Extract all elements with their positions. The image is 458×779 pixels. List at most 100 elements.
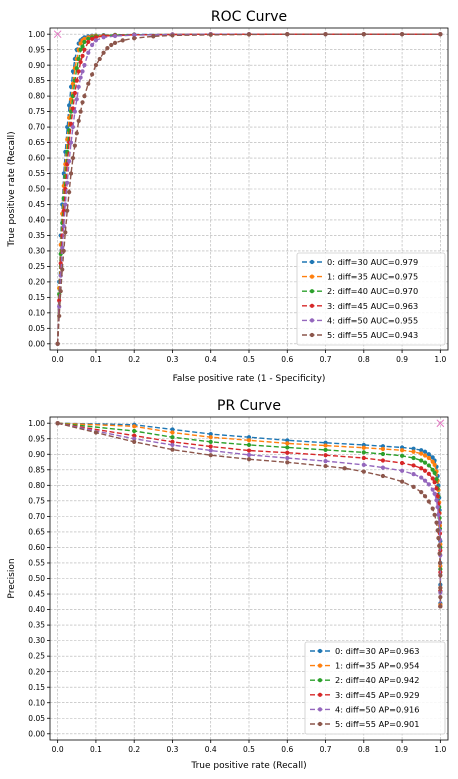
roc-series-point [74, 131, 79, 136]
pr-series-point [426, 471, 431, 476]
pr-ideal-point-marker [436, 419, 445, 428]
pr-series-point [132, 439, 137, 444]
pr-series-point [436, 512, 441, 517]
roc-series-point [323, 32, 328, 37]
pr-legend-marker [317, 663, 323, 668]
roc-series-point [76, 56, 81, 62]
roc-series-point [61, 248, 66, 254]
pr-ytick-label: 0.80 [28, 481, 45, 490]
roc-series-point [72, 109, 77, 114]
pr-series-point [208, 431, 213, 437]
pr-series-point [93, 430, 99, 435]
pr-series-point [411, 449, 416, 454]
pr-series-point [323, 463, 328, 469]
roc-series-point [65, 208, 70, 213]
pr-xtick-label: 0.0 [52, 745, 64, 754]
pr-series-point [432, 491, 437, 496]
roc-ytick-label: 0.90 [28, 61, 45, 70]
pr-series-point [426, 452, 431, 457]
pr-series-point [170, 427, 175, 432]
roc-series-point [120, 38, 125, 43]
roc-legend-label: 1: diff=35 AUC=0.975 [327, 272, 418, 282]
roc-legend-marker [309, 274, 315, 279]
roc-series-point [246, 32, 252, 37]
roc-series-point [78, 47, 83, 52]
roc-series-point [63, 230, 68, 235]
roc-series-point [72, 90, 77, 96]
pr-series-point [246, 448, 252, 453]
roc-title: ROC Curve [211, 9, 287, 25]
roc-series-point [89, 36, 95, 41]
roc-series-point [82, 94, 87, 99]
pr-series-point [426, 463, 431, 468]
roc-series-point [61, 224, 66, 229]
roc-series-point [93, 38, 99, 43]
pr-series-point [434, 486, 439, 491]
pr-ytick-label: 0.25 [28, 652, 45, 661]
roc-series-point [74, 97, 79, 102]
roc-xtick-label: 0.8 [358, 355, 370, 364]
roc-series-point [82, 36, 87, 41]
pr-series-point [422, 468, 428, 473]
pr-series-point [430, 455, 435, 460]
pr-series-point [434, 520, 439, 525]
roc-series-point [67, 103, 72, 108]
pr-series-point [434, 498, 439, 503]
roc-series-point [67, 159, 72, 164]
roc-series-point [361, 32, 366, 37]
roc-series-point [58, 289, 63, 294]
pr-legend-box [304, 641, 446, 735]
pr-series-point [432, 512, 437, 517]
pr-legend-label: 3: diff=45 AP=0.929 [335, 690, 419, 700]
pr-ytick-label: 0.00 [28, 729, 45, 738]
pr-series-point [132, 436, 137, 441]
pr-xtick-label: 0.7 [320, 745, 332, 754]
pr-series-point [438, 595, 443, 600]
pr-series-point [361, 469, 366, 474]
pr-ytick-label: 0.70 [28, 512, 45, 521]
pr-ytick-label: 0.55 [28, 559, 45, 568]
pr-series-point [285, 450, 290, 455]
roc-ytick-label: 0.00 [28, 339, 45, 348]
roc-ytick-label: 0.75 [28, 107, 45, 116]
pr-legend-item: 2: diff=40 AP=0.942 [310, 675, 419, 685]
roc-legend-box [296, 252, 446, 346]
pr-xtick-label: 1.0 [434, 745, 446, 754]
pr-ytick-label: 0.65 [28, 528, 45, 537]
pr-series-point [422, 478, 428, 483]
roc-series-point [112, 33, 118, 39]
roc-ytick-label: 0.55 [28, 169, 45, 178]
pr-ytick-label: 0.40 [28, 605, 45, 614]
pr-xlabel: True positive rate (Recall) [190, 761, 306, 771]
pr-series-point [208, 435, 213, 440]
pr-ytick-label: 0.35 [28, 621, 45, 630]
roc-series-point [285, 32, 290, 37]
roc-series-point [86, 36, 91, 41]
roc-series-point [78, 41, 83, 46]
pr-series-point [380, 465, 386, 470]
roc-series-point [72, 143, 77, 148]
roc-ytick-label: 0.85 [28, 76, 45, 85]
pr-series-point [208, 444, 213, 449]
pr-series-point [438, 604, 443, 609]
pr-series-point [438, 585, 443, 590]
roc-xtick-label: 0.1 [90, 355, 102, 364]
roc-ytick-label: 0.05 [28, 324, 45, 333]
pr-series-point [55, 421, 60, 426]
pr-series-line [57, 422, 442, 605]
roc-series-point [208, 32, 213, 37]
roc-series-point [80, 69, 85, 74]
pr-series-point [430, 487, 435, 492]
pr-ytick-label: 0.10 [28, 698, 45, 707]
roc-series-point [86, 81, 91, 86]
roc-series-point [70, 106, 76, 111]
roc-legend-marker [309, 259, 315, 265]
roc-series-point [57, 313, 62, 319]
roc-legend-label: 4: diff=50 AUC=0.955 [327, 315, 418, 325]
pr-ytick-label: 0.90 [28, 450, 45, 459]
pr-series-point [422, 494, 428, 499]
pr-legend-marker [317, 721, 323, 727]
pr-series-point [323, 459, 328, 464]
roc-series-point [82, 39, 87, 45]
pr-ytick-label: 0.30 [28, 636, 45, 645]
